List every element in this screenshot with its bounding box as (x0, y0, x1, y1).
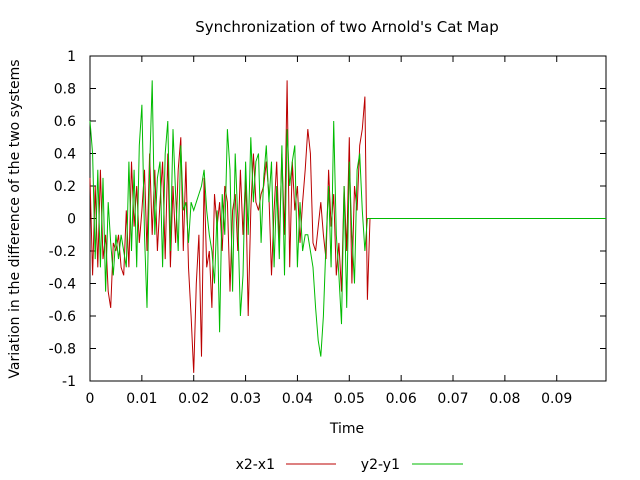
chart-title: Synchronization of two Arnold's Cat Map (195, 18, 498, 36)
series-line-y2-y1 (89, 80, 606, 357)
x-axis-label: Time (329, 421, 364, 437)
y-axis-label: Variation in the difference of the two s… (7, 59, 23, 378)
y-tick-label: -0.4 (49, 277, 76, 293)
x-tick-label: 0.01 (126, 391, 157, 407)
y-tick-label: -0.6 (49, 309, 76, 325)
x-tick-label: 0.04 (282, 391, 313, 407)
series-lines (89, 80, 606, 373)
y-tick-label: 1 (67, 49, 76, 65)
x-tick-label: 0.09 (541, 391, 572, 407)
y-tick-label: 0.8 (54, 82, 76, 98)
y-tick-label: 0.6 (54, 114, 76, 130)
y-axis-ticks: 1 0.8 0.6 0.4 0.2 0 -0.2 -0.4 -0.6 -0.8 -1 (49, 49, 606, 390)
x-tick-label: 0.07 (437, 391, 468, 407)
legend-label-x2-x1: x2-x1 (236, 457, 275, 473)
y-tick-label: 0.2 (54, 179, 76, 195)
x-tick-label: 0.03 (230, 391, 261, 407)
x-tick-label: 0 (86, 391, 95, 407)
x-tick-label: 0.06 (386, 391, 417, 407)
x-tick-label: 0.05 (334, 391, 365, 407)
y-tick-label: 0.4 (54, 147, 76, 163)
y-tick-label: 0 (67, 212, 76, 228)
legend-label-y2-y1: y2-y1 (361, 457, 400, 473)
x-tick-label: 0.02 (178, 391, 209, 407)
y-tick-label: -0.8 (49, 342, 76, 358)
x-tick-label: 0.08 (489, 391, 520, 407)
y-tick-label: -0.2 (49, 244, 76, 260)
x-axis-ticks: 0 0.01 0.02 0.03 0.04 0.05 0.06 0.07 0.08 0.09 (86, 56, 572, 407)
legend: x2-x1 y2-y1 (236, 457, 463, 473)
y-tick-label: -1 (62, 374, 76, 390)
